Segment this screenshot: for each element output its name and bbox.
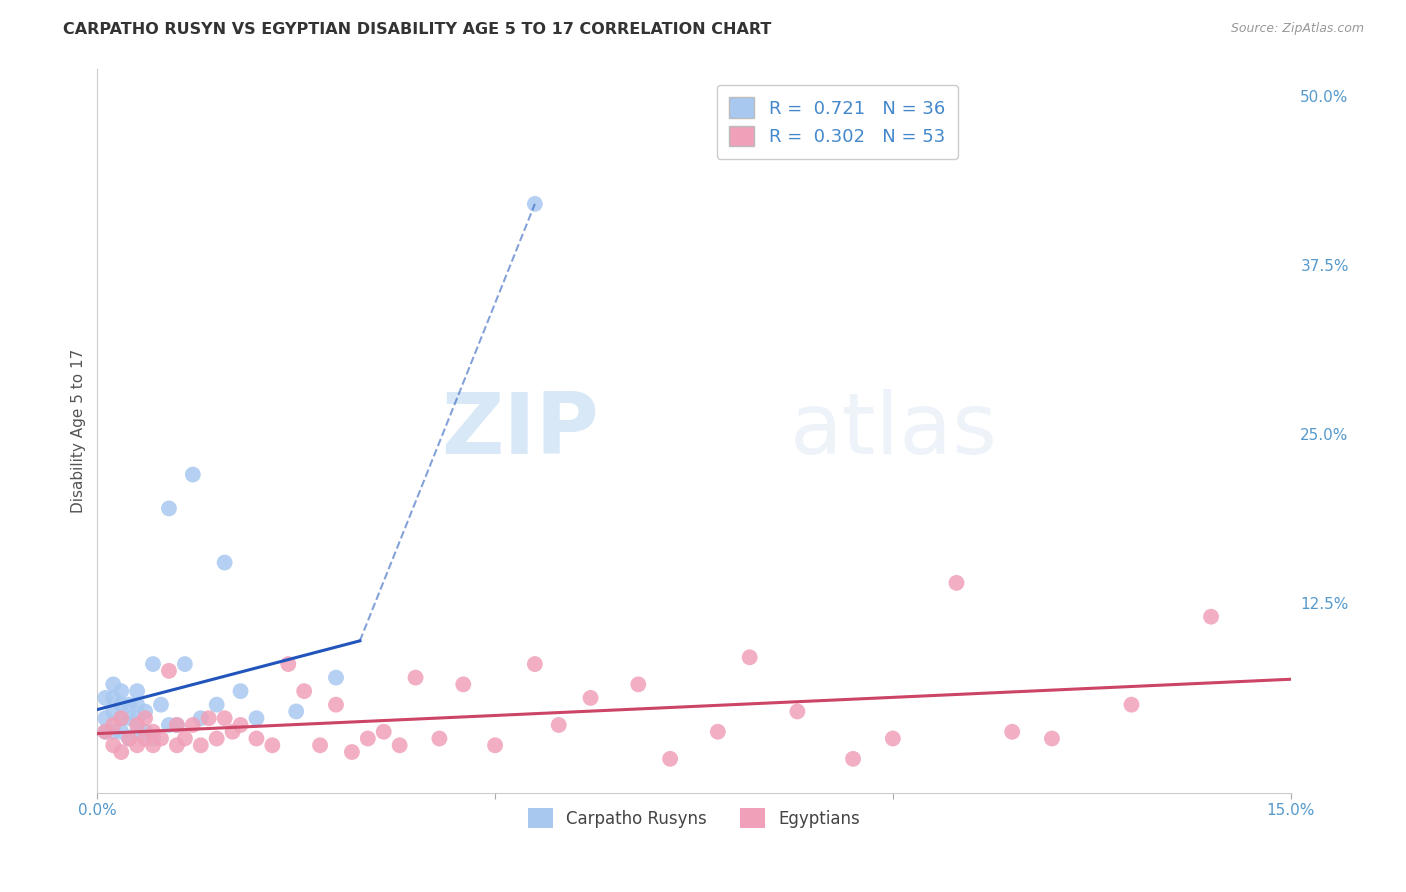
- Point: [166, 739, 188, 753]
- Text: ZIP: ZIP: [440, 389, 599, 472]
- Point: [429, 731, 451, 746]
- Point: [118, 731, 141, 746]
- Point: [205, 731, 228, 746]
- Point: [627, 677, 650, 691]
- Point: [142, 739, 165, 753]
- Point: [221, 724, 243, 739]
- Point: [150, 731, 173, 746]
- Point: [134, 711, 156, 725]
- Point: [484, 739, 506, 753]
- Point: [229, 718, 252, 732]
- Point: [127, 684, 149, 698]
- Point: [245, 731, 267, 746]
- Point: [134, 724, 156, 739]
- Point: [103, 718, 125, 732]
- Point: [157, 664, 180, 678]
- Point: [285, 705, 308, 719]
- Point: [127, 724, 149, 739]
- Point: [94, 690, 117, 705]
- Point: [197, 711, 219, 725]
- Point: [157, 718, 180, 732]
- Point: [292, 684, 315, 698]
- Point: [1199, 609, 1222, 624]
- Point: [103, 690, 125, 705]
- Point: [738, 650, 761, 665]
- Point: [150, 698, 173, 712]
- Point: [127, 718, 149, 732]
- Point: [1001, 724, 1024, 739]
- Point: [357, 731, 380, 746]
- Point: [523, 657, 546, 671]
- Point: [166, 718, 188, 732]
- Point: [882, 731, 904, 746]
- Point: [214, 556, 236, 570]
- Point: [127, 739, 149, 753]
- Point: [127, 711, 149, 725]
- Point: [134, 705, 156, 719]
- Point: [405, 671, 427, 685]
- Point: [579, 690, 602, 705]
- Point: [707, 724, 730, 739]
- Point: [110, 745, 132, 759]
- Point: [229, 684, 252, 698]
- Point: [659, 752, 682, 766]
- Point: [547, 718, 569, 732]
- Point: [205, 698, 228, 712]
- Point: [103, 677, 125, 691]
- Point: [103, 705, 125, 719]
- Point: [309, 739, 332, 753]
- Point: [786, 705, 808, 719]
- Point: [173, 731, 195, 746]
- Point: [523, 197, 546, 211]
- Point: [110, 684, 132, 698]
- Point: [214, 711, 236, 725]
- Point: [453, 677, 475, 691]
- Point: [127, 698, 149, 712]
- Point: [103, 739, 125, 753]
- Point: [190, 739, 212, 753]
- Point: [388, 739, 411, 753]
- Point: [181, 718, 204, 732]
- Point: [842, 752, 865, 766]
- Point: [1121, 698, 1143, 712]
- Point: [373, 724, 395, 739]
- Point: [118, 698, 141, 712]
- Point: [103, 724, 125, 739]
- Y-axis label: Disability Age 5 to 17: Disability Age 5 to 17: [72, 349, 86, 513]
- Point: [118, 731, 141, 746]
- Point: [340, 745, 363, 759]
- Text: Source: ZipAtlas.com: Source: ZipAtlas.com: [1230, 22, 1364, 36]
- Point: [142, 731, 165, 746]
- Text: CARPATHO RUSYN VS EGYPTIAN DISABILITY AGE 5 TO 17 CORRELATION CHART: CARPATHO RUSYN VS EGYPTIAN DISABILITY AG…: [63, 22, 772, 37]
- Point: [110, 711, 132, 725]
- Point: [94, 724, 117, 739]
- Point: [166, 718, 188, 732]
- Point: [134, 731, 156, 746]
- Point: [325, 671, 347, 685]
- Point: [157, 501, 180, 516]
- Point: [142, 657, 165, 671]
- Point: [118, 711, 141, 725]
- Point: [190, 711, 212, 725]
- Text: atlas: atlas: [789, 389, 997, 472]
- Point: [325, 698, 347, 712]
- Point: [94, 724, 117, 739]
- Point: [262, 739, 284, 753]
- Legend: Carpatho Rusyns, Egyptians: Carpatho Rusyns, Egyptians: [522, 801, 868, 835]
- Point: [173, 657, 195, 671]
- Point: [110, 698, 132, 712]
- Point: [94, 711, 117, 725]
- Point: [110, 724, 132, 739]
- Point: [110, 711, 132, 725]
- Point: [1040, 731, 1063, 746]
- Point: [945, 575, 967, 590]
- Point: [142, 724, 165, 739]
- Point: [181, 467, 204, 482]
- Point: [245, 711, 267, 725]
- Point: [277, 657, 299, 671]
